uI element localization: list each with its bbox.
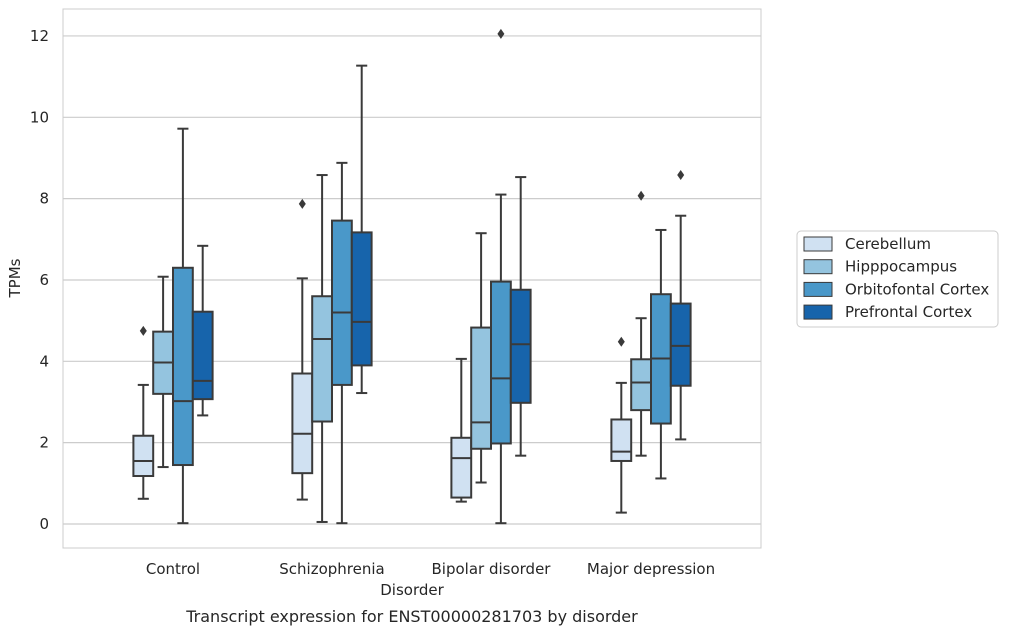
legend-label: Hipppocampus <box>845 258 957 276</box>
box-orbitofontal-cortex-bipolar-disorder <box>490 28 512 525</box>
x-tick-labels: Control Schizophrenia Bipolar disorder Majo… <box>146 560 715 578</box>
box-hipppocampus-bipolar-disorder <box>470 232 493 484</box>
x-axis-label: Disorder <box>380 581 444 599</box>
legend: Cerebellum Hipppocampus Orbitofontal Corte… <box>796 230 999 328</box>
box-iqr <box>350 231 373 367</box>
y-tick-label: 4 <box>39 352 49 370</box>
box-iqr <box>669 302 692 387</box>
box-prefrontal-cortex-major-depression <box>669 170 692 441</box>
y-tick-label: 10 <box>30 108 49 126</box>
box-iqr <box>509 288 532 404</box>
box-prefrontal-cortex-bipolar-disorder <box>509 176 532 457</box>
legend-frame <box>796 230 999 328</box>
outlier-point <box>637 190 645 201</box>
outlier-point <box>139 325 147 336</box>
outlier-point <box>677 170 685 181</box>
box-hipppocampus-control <box>152 275 174 469</box>
legend-swatch <box>803 236 833 252</box>
box-cerebellum-control <box>132 325 155 500</box>
outlier-point <box>617 336 625 347</box>
x-tick-label: Bipolar disorder <box>432 560 552 578</box>
box-iqr <box>311 295 334 423</box>
box-orbitofontal-cortex-control <box>172 127 194 525</box>
box-hipppocampus-major-depression <box>630 190 653 457</box>
y-axis-label: TPMs <box>6 258 24 298</box>
x-tick-label: Control <box>146 560 200 578</box>
outlier-point <box>298 198 306 209</box>
box-iqr <box>490 280 512 445</box>
chart-caption: Transcript expression for ENST0000028170… <box>185 607 638 626</box>
box-cerebellum-schizophrenia <box>291 198 314 501</box>
box-iqr <box>191 310 214 401</box>
box-orbitofontal-cortex-major-depression <box>650 228 672 480</box>
box-iqr <box>291 372 314 475</box>
box-iqr <box>450 436 473 499</box>
y-tick-label: 0 <box>39 515 49 533</box>
box-prefrontal-cortex-control <box>191 244 214 417</box>
box-cerebellum-bipolar-disorder <box>450 357 473 503</box>
y-tick-label: 12 <box>30 27 49 45</box>
box-iqr <box>172 266 194 467</box>
plot-frame <box>62 8 762 549</box>
y-tick-labels: 0 2 4 6 8 10 12 <box>30 27 49 533</box>
box-iqr <box>630 358 653 412</box>
box-iqr <box>331 219 353 386</box>
box-groups <box>132 28 692 525</box>
legend-label: Prefrontal Cortex <box>845 303 972 321</box>
outlier-point <box>497 28 505 39</box>
y-tick-label: 8 <box>39 190 49 208</box>
box-iqr <box>610 418 633 462</box>
box-hipppocampus-schizophrenia <box>311 174 334 523</box>
box-prefrontal-cortex-schizophrenia <box>350 64 373 395</box>
legend-label: Cerebellum <box>845 235 931 253</box>
legend-swatch <box>803 281 833 297</box>
box-cerebellum-major-depression <box>610 336 633 514</box>
box-orbitofontal-cortex-schizophrenia <box>331 161 353 525</box>
y-tick-label: 2 <box>39 434 49 452</box>
box-iqr <box>470 326 493 450</box>
legend-swatch <box>803 259 833 275</box>
y-tick-label: 6 <box>39 271 49 289</box>
legend-label: Orbitofontal Cortex <box>845 280 989 298</box>
legend-swatch <box>803 304 833 320</box>
x-tick-label: Major depression <box>587 560 715 578</box>
x-tick-label: Schizophrenia <box>279 560 384 578</box>
box-iqr <box>132 434 155 478</box>
gridlines <box>63 35 761 525</box>
